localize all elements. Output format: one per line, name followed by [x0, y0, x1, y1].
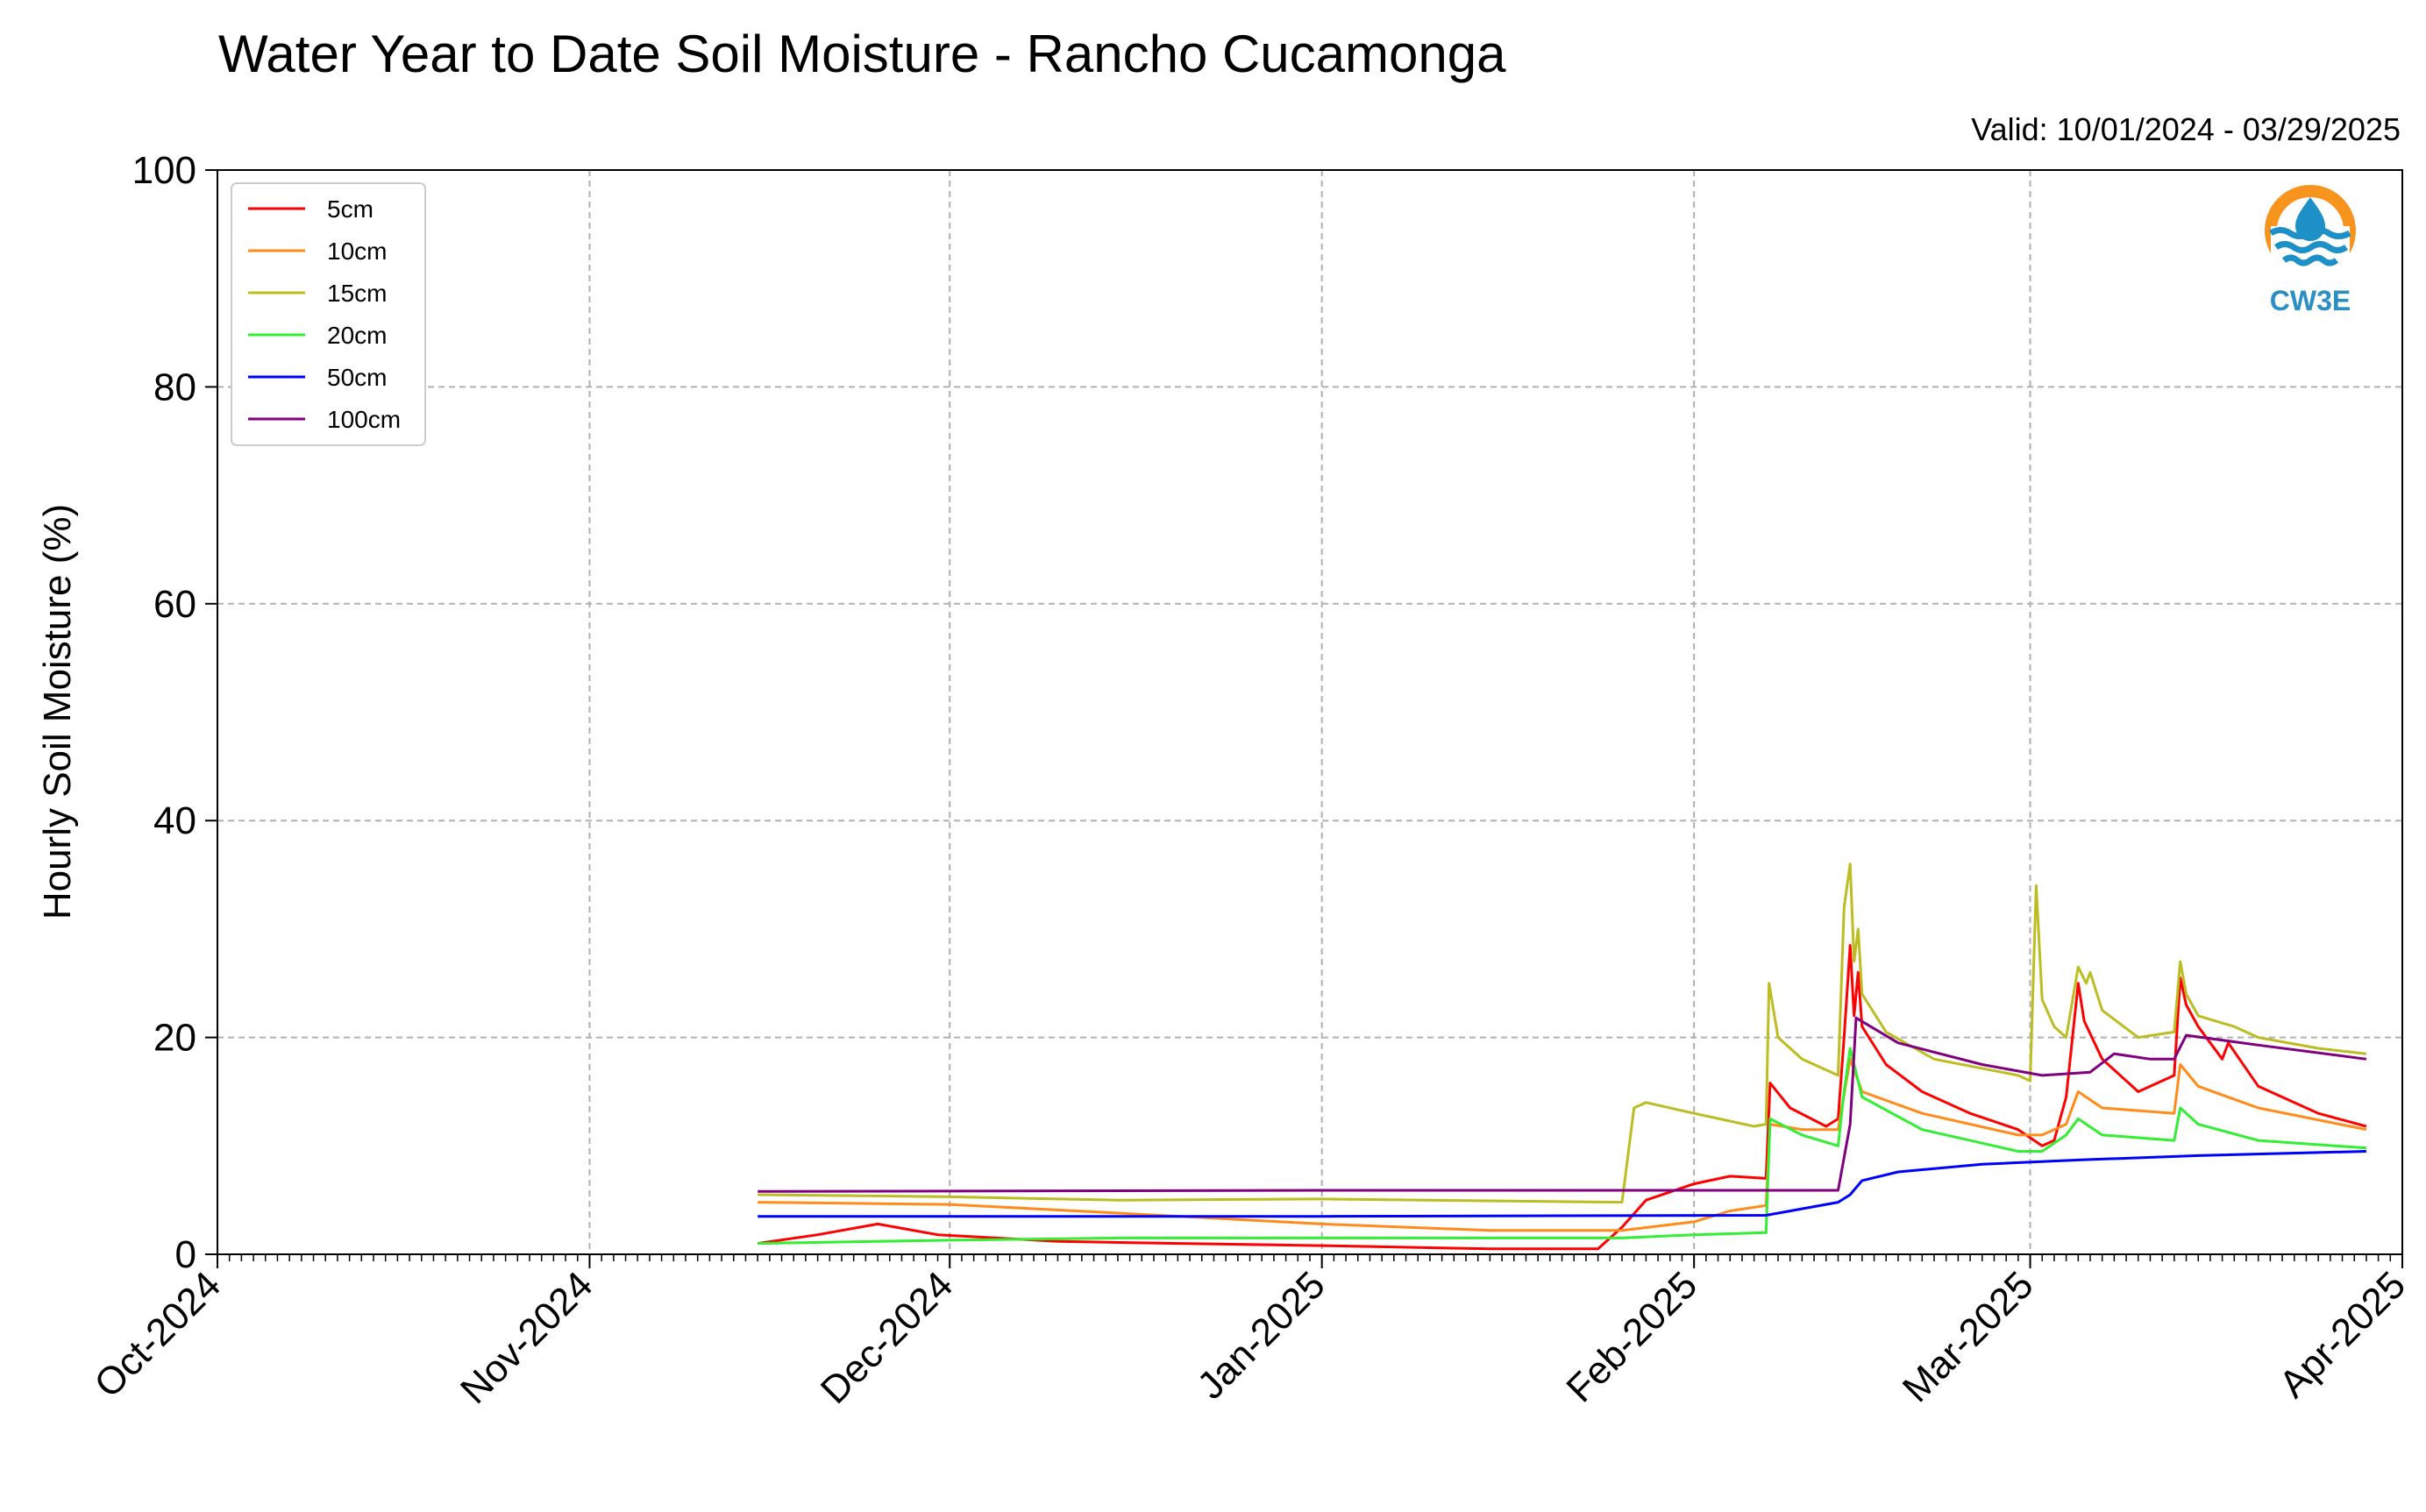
series-line-10cm — [758, 1057, 2367, 1232]
x-tick-label: Oct-2024 — [86, 1263, 229, 1406]
legend-label-50cm: 50cm — [327, 364, 387, 391]
y-tick-label: 0 — [175, 1233, 196, 1276]
grid — [217, 170, 2402, 1254]
x-tick-label: Feb-2025 — [1558, 1263, 1705, 1410]
chart-subtitle: Valid: 10/01/2024 - 03/29/2025 — [1971, 111, 2401, 147]
axes: 0 20 40 60 80 100 Oct-2024 Nov-2024 Dec-2024 Jan-… — [86, 149, 2414, 1412]
y-tick-label: 40 — [153, 799, 196, 842]
chart-title: Water Year to Date Soil Moisture - Ranch… — [218, 25, 1506, 83]
series-line-20cm — [758, 1047, 2367, 1246]
legend-box — [231, 182, 426, 446]
x-tick-label: Nov-2024 — [452, 1263, 601, 1412]
cw3e-logo: CW3E — [2265, 185, 2356, 316]
legend-label-100cm: 100cm — [327, 406, 401, 433]
series-line-50cm — [758, 1150, 2366, 1218]
legend-label-10cm: 10cm — [327, 238, 387, 265]
series-lines — [757, 862, 2367, 1251]
y-axis-label: Hourly Soil Moisture (%) — [36, 504, 79, 919]
x-tick-label: Apr-2025 — [2271, 1263, 2414, 1406]
plot-frame — [217, 169, 2403, 1255]
series-line-5cm — [757, 944, 2367, 1251]
series-line-100cm — [758, 1016, 2367, 1193]
legend-label-20cm: 20cm — [327, 322, 387, 349]
y-tick-label: 60 — [153, 583, 196, 626]
series-line-15cm — [758, 862, 2367, 1204]
legend: 5cm 10cm 15cm 20cm 50cm 100cm — [231, 182, 426, 446]
x-tick-label: Jan-2025 — [1189, 1263, 1333, 1407]
x-tick-label: Mar-2025 — [1895, 1263, 2042, 1410]
y-tick-label: 80 — [153, 366, 196, 408]
y-tick-label: 20 — [153, 1017, 196, 1060]
x-tick-label: Dec-2024 — [813, 1263, 962, 1412]
cw3e-logo-icon — [2265, 185, 2356, 304]
y-tick-label: 100 — [132, 149, 196, 192]
legend-label-5cm: 5cm — [327, 195, 374, 223]
legend-label-15cm: 15cm — [327, 280, 387, 307]
cw3e-logo-text: CW3E — [2270, 285, 2351, 316]
